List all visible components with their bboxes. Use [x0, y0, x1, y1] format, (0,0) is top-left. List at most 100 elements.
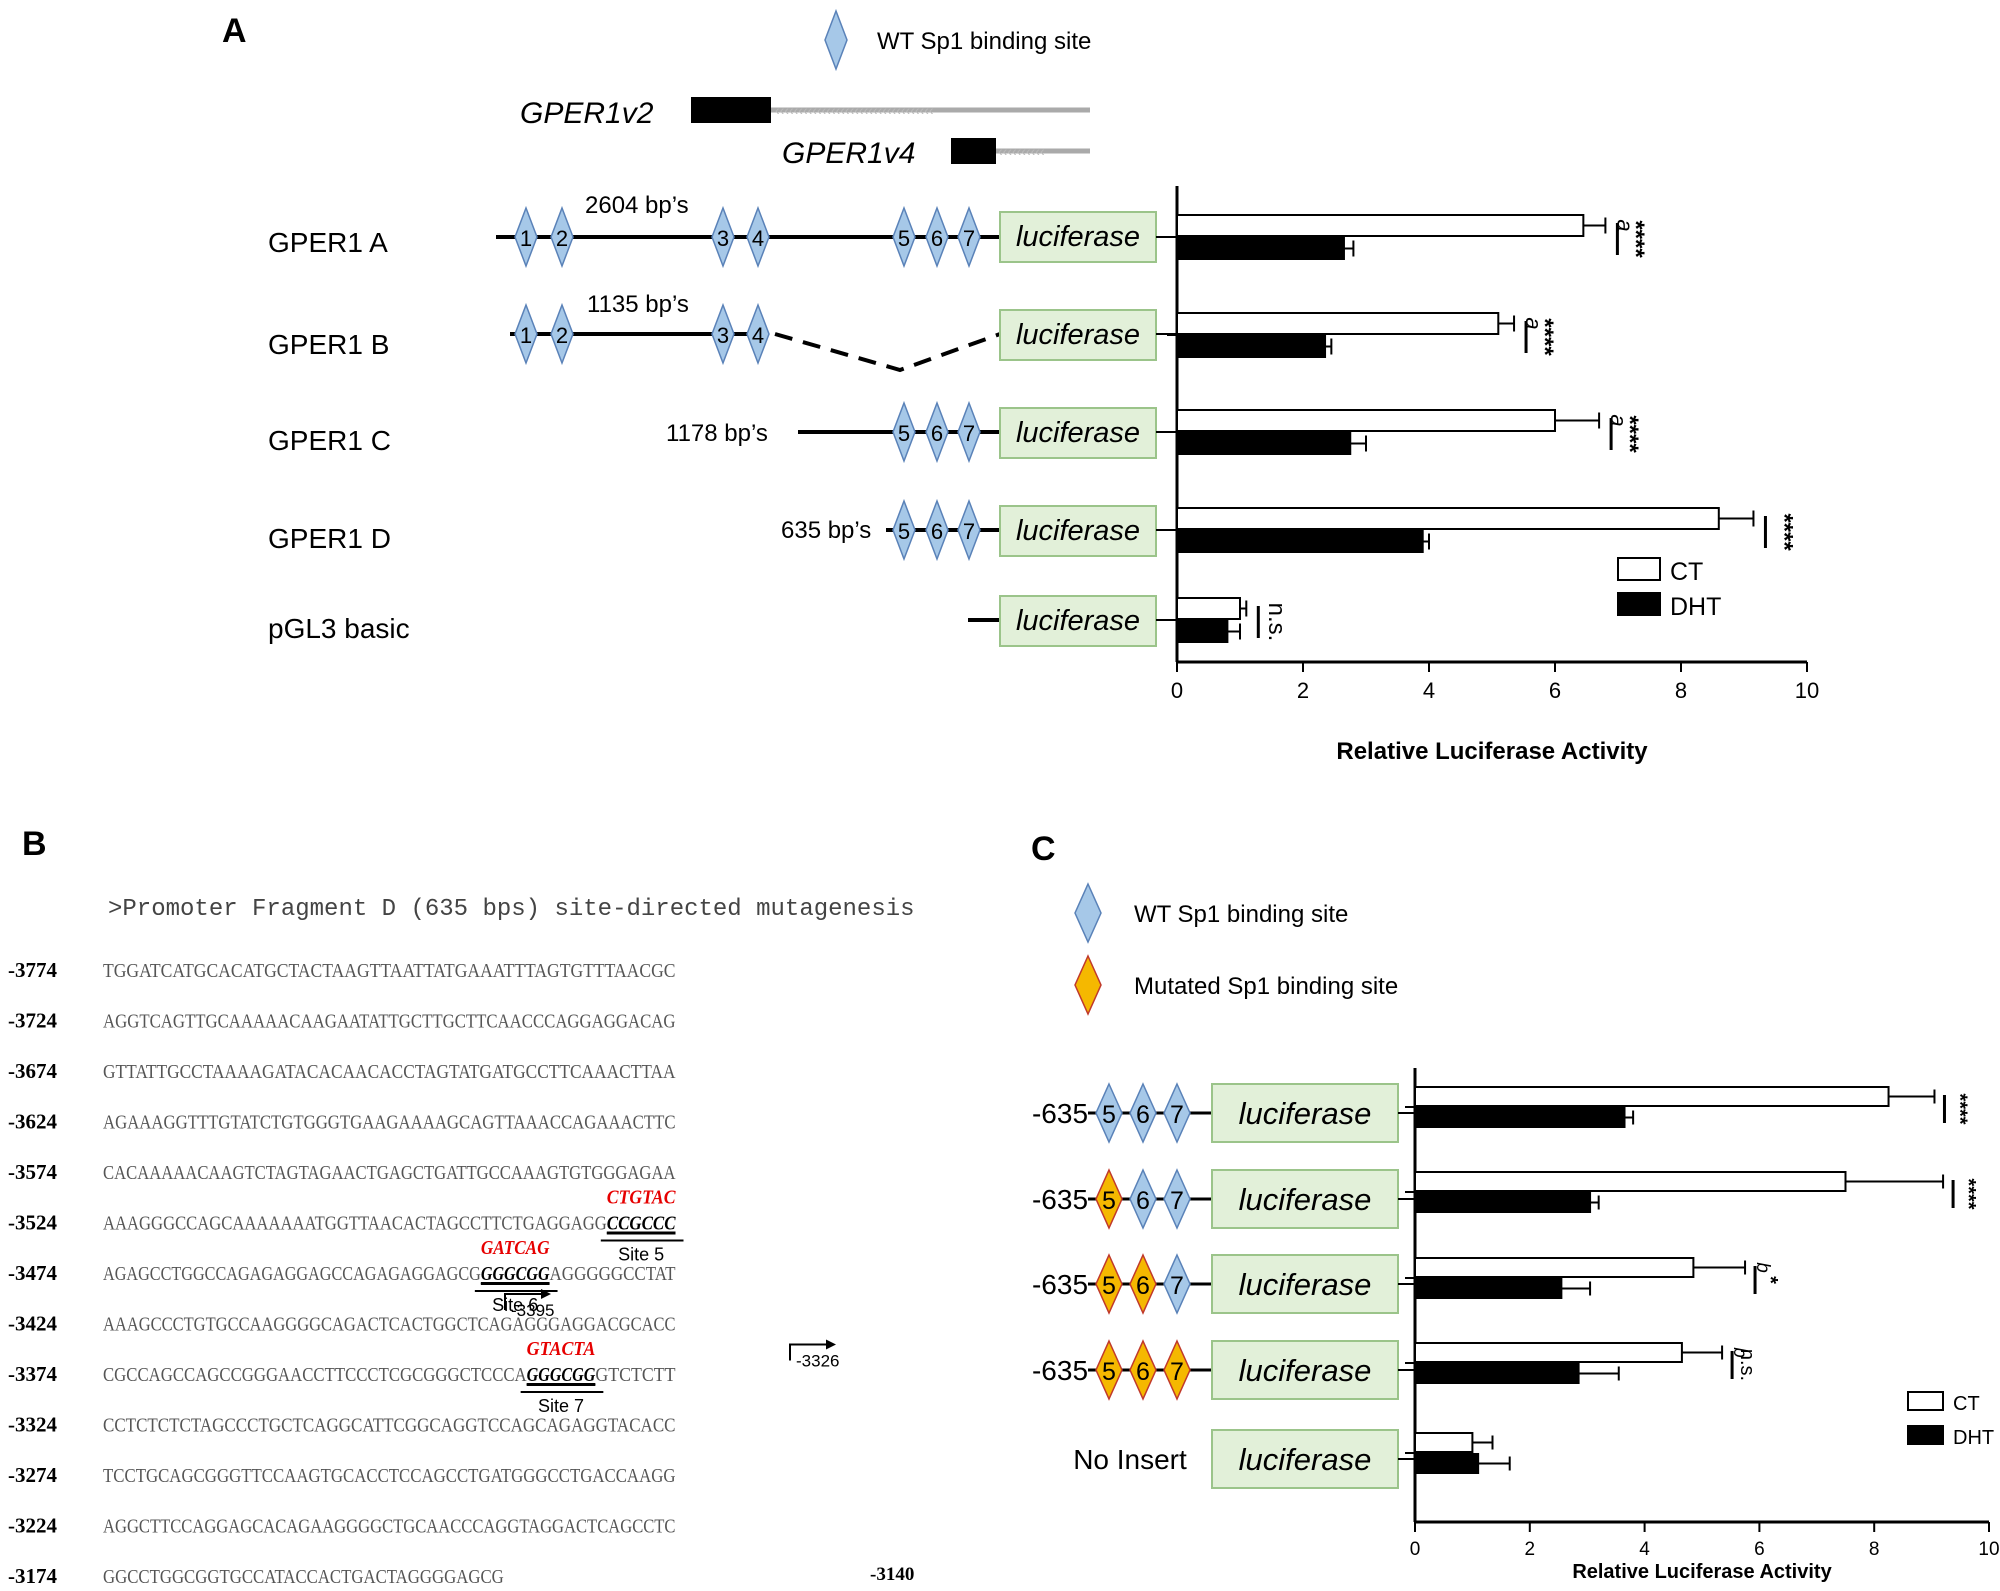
- sp1-site-3-icon: 3: [711, 304, 735, 364]
- significance-label: ****: [1948, 1093, 1970, 1124]
- sp1-site-7-icon: 7: [1163, 1083, 1191, 1143]
- sequence-text: TGGATCATGCACATGCTACTAAGTTAATTATGAAATTTAG…: [103, 960, 676, 982]
- chart-a: 0 2 4 6 8 10 Relative Luciferase Activity **** *…: [1167, 186, 1819, 765]
- sp1-site-4-icon: 4: [746, 304, 770, 364]
- sequence-text: AAAGCCCTGTGCCAAGGGGCAGACTCACTGGCTCAGAGGG…: [103, 1314, 676, 1336]
- svg-text:3: 3: [717, 323, 729, 348]
- legend-dht-label: DHT: [1670, 593, 1721, 621]
- tss-arrow-icon: [789, 1343, 826, 1361]
- row-label: -635: [1032, 1098, 1088, 1129]
- svg-text:2: 2: [556, 226, 568, 251]
- sequence-position: -3674: [8, 1059, 57, 1083]
- svg-text:6: 6: [931, 226, 943, 251]
- bar-ct-3: [1414, 1342, 1683, 1363]
- bar-ct-3: [1176, 507, 1720, 530]
- sp1-site-sequence: CCGCCC: [607, 1213, 676, 1235]
- sequence-text: GTTATTGCCTAAAAGATACACAACACCTAGTATGATGCCT…: [103, 1061, 676, 1083]
- legend-ct-swatch: [1907, 1391, 1944, 1411]
- panel-label-c: C: [1031, 830, 1056, 868]
- isoform-v2-arrows: ‹‹‹‹‹‹‹‹‹‹‹‹‹‹‹‹‹‹‹‹‹‹‹‹‹‹‹‹‹‹‹‹‹‹: [775, 102, 934, 118]
- svg-text:7: 7: [963, 226, 975, 251]
- sp1-site-6-icon: 6: [1129, 1083, 1157, 1143]
- row-label: -635: [1032, 1269, 1088, 1300]
- construct-b-map: 1135 bp’s 1 2 3 4 luciferase: [510, 291, 1177, 373]
- luciferase-box: [999, 211, 1157, 263]
- sp1-site-6-icon: 6: [1129, 1169, 1157, 1229]
- svg-text:4: 4: [752, 226, 764, 251]
- svg-text:7: 7: [1170, 1272, 1184, 1300]
- x-tick-label: 0: [1410, 1539, 1421, 1560]
- fragment-size-d: 635 bp’s: [781, 517, 871, 544]
- mutated-sp1-site-6-icon: 6: [1129, 1254, 1157, 1314]
- x-tick-label: 10: [1795, 678, 1819, 703]
- sequence-text: CGCCAGCCAGCCGGGAACCTTCCCTCGCGGGCTCCCA: [103, 1364, 527, 1386]
- bar-dht-3: [1176, 530, 1424, 553]
- isoform-v2-exon: [691, 97, 771, 123]
- luciferase-box: [999, 309, 1157, 361]
- sequence-position: -3274: [8, 1463, 57, 1487]
- svg-text:7: 7: [1170, 1358, 1184, 1386]
- legend-ct-label: CT: [1953, 1393, 1980, 1415]
- x-tick-label: 0: [1171, 678, 1183, 703]
- significance-label: ****: [1616, 415, 1643, 453]
- luciferase-label: luciferase: [1239, 1353, 1372, 1388]
- mutated-sp1-site-5-icon: 5: [1095, 1169, 1123, 1229]
- mutated-sp1-site-5-icon: 5: [1095, 1254, 1123, 1314]
- x-tick-label: 8: [1869, 1539, 1880, 1560]
- construct-label-b: GPER1 B: [268, 329, 389, 360]
- bar-ct-4: [1414, 1432, 1474, 1453]
- construct-row-0: -635 5 6 7 luciferase: [1032, 1083, 1415, 1143]
- tss-arrow-icon: [504, 1293, 541, 1310]
- group-letter: b: [1729, 1347, 1750, 1358]
- sequence-text: AGGCTTCCAGGAGCACAGAAGGGGCTGCAACCCAGGTAGG…: [103, 1516, 676, 1538]
- fragment-size-b: 1135 bp’s: [587, 291, 689, 318]
- construct-label-pgl3: pGL3 basic: [268, 613, 410, 644]
- bar-dht-4: [1414, 1453, 1480, 1474]
- sequence-header: >Promoter Fragment D (635 bps) site-dire…: [108, 896, 915, 923]
- sp1-site-5-icon: 5: [892, 207, 916, 267]
- sp1-site-7-icon: 7: [1163, 1254, 1191, 1314]
- bar-ct-2: [1414, 1257, 1695, 1278]
- svg-text:3: 3: [717, 226, 729, 251]
- svg-text:luciferase: luciferase: [1016, 515, 1140, 547]
- x-tick-label: 10: [1978, 1539, 1999, 1560]
- svg-text:luciferase: luciferase: [1016, 221, 1140, 253]
- bar-dht-0: [1414, 1107, 1626, 1128]
- isoform-v2-label: GPER1v2: [520, 97, 654, 130]
- sequence-position: -3474: [8, 1261, 57, 1285]
- construct-pgl3-map: luciferase: [968, 595, 1177, 647]
- sequence-position: -3574: [8, 1160, 57, 1184]
- svg-text:5: 5: [898, 519, 910, 544]
- construct-label-a: GPER1 A: [268, 227, 388, 258]
- sequence-position: -3374: [8, 1362, 57, 1386]
- sequence-position: -3724: [8, 1009, 57, 1033]
- svg-text:5: 5: [1102, 1187, 1116, 1215]
- bar-ct-2: [1176, 409, 1556, 432]
- sp1-site-6-icon: 6: [925, 207, 949, 267]
- mutation-sequence: GTACTA: [527, 1338, 596, 1360]
- svg-text:7: 7: [1170, 1101, 1184, 1129]
- x-tick-label: 4: [1423, 678, 1435, 703]
- construct-row-1: -635 5 6 7 luciferase: [1032, 1169, 1415, 1229]
- sp1-site-5-icon: 5: [892, 402, 916, 462]
- svg-text:luciferase: luciferase: [1016, 319, 1140, 351]
- significance-label: *: [1759, 1276, 1781, 1284]
- row-label: -635: [1032, 1184, 1088, 1215]
- luciferase-box: [999, 505, 1157, 557]
- svg-text:6: 6: [1136, 1101, 1150, 1129]
- svg-text:luciferase: luciferase: [1016, 417, 1140, 449]
- luciferase-box: [999, 595, 1157, 647]
- svg-text:1: 1: [520, 226, 532, 251]
- luciferase-label: luciferase: [1239, 1267, 1372, 1302]
- legend-dht-swatch: [1907, 1425, 1944, 1445]
- legend-wt-label: WT Sp1 binding site: [877, 28, 1091, 55]
- row-label: -635: [1032, 1355, 1088, 1386]
- luciferase-box: [999, 407, 1157, 459]
- significance-label: ****: [1770, 513, 1797, 551]
- luciferase-label: luciferase: [1239, 1442, 1372, 1477]
- isoform-v4-label: GPER1v4: [782, 137, 915, 170]
- sequence-position: -3324: [8, 1413, 57, 1437]
- svg-text:5: 5: [898, 421, 910, 446]
- x-tick-label: 8: [1675, 678, 1687, 703]
- svg-text:5: 5: [1102, 1358, 1116, 1386]
